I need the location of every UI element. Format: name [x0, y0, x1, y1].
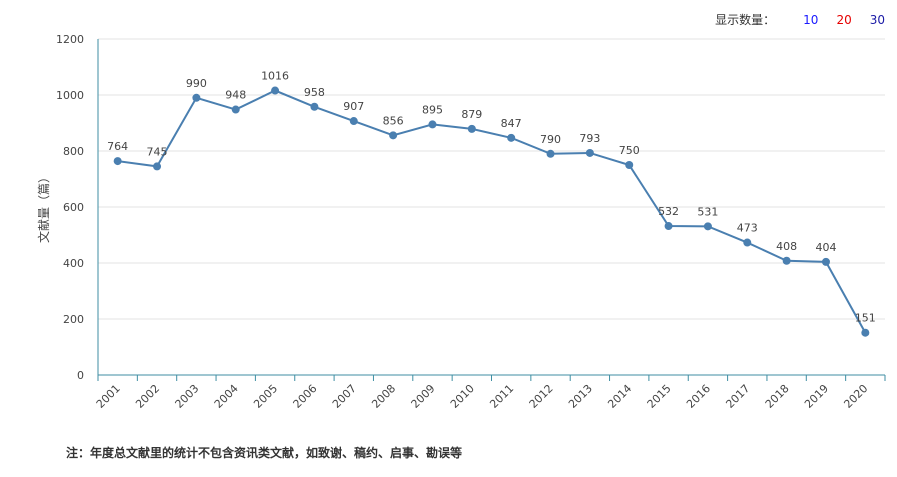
x-tick-label: 2017 — [723, 382, 752, 411]
data-point — [113, 157, 122, 166]
data-label: 790 — [540, 133, 561, 146]
x-tick-label: 2004 — [212, 382, 241, 411]
series-line-path — [117, 89, 867, 334]
data-point — [389, 131, 398, 140]
data-label: 473 — [737, 222, 758, 235]
data-label: 764 — [107, 140, 128, 153]
data-point — [507, 133, 516, 142]
x-tick-label: 2006 — [291, 382, 320, 411]
x-tick-label: 2011 — [487, 382, 516, 411]
data-point — [192, 93, 201, 102]
data-label: 907 — [343, 100, 364, 113]
data-label: 895 — [422, 103, 443, 116]
data-point — [585, 148, 594, 157]
y-tick-label: 200 — [63, 313, 84, 326]
y-axis-label: 文献量（篇） — [36, 171, 51, 243]
data-point — [743, 238, 752, 247]
data-label: 793 — [579, 132, 600, 145]
data-label: 408 — [776, 240, 797, 253]
data-point — [310, 102, 319, 111]
data-label: 990 — [186, 77, 207, 90]
data-point — [664, 222, 673, 231]
x-tick-label: 2020 — [841, 382, 870, 411]
x-tick-label: 2010 — [448, 382, 477, 411]
data-point — [231, 105, 240, 114]
display-count-option-20[interactable]: 20 — [836, 12, 852, 27]
display-count-option-30[interactable]: 30 — [869, 12, 885, 27]
data-point — [467, 124, 476, 133]
y-tick-labels: 0 200 400 600 800 1000 1200 — [56, 33, 84, 382]
data-label: 948 — [225, 89, 246, 102]
x-tick-label: 2014 — [605, 382, 634, 411]
data-label: 404 — [815, 241, 836, 254]
series-line — [117, 89, 867, 334]
display-count-label: 显示数量： — [715, 13, 776, 27]
x-tick-label: 2007 — [330, 382, 359, 411]
footnote: 注：年度总文献里的统计不包含资讯类文献，如致谢、稿约、启事、勘误等 — [66, 446, 463, 460]
y-tick-label: 1200 — [56, 33, 84, 46]
x-tick-label: 2003 — [173, 382, 202, 411]
data-point — [861, 328, 870, 337]
x-tick-label: 2008 — [369, 382, 398, 411]
data-label: 1016 — [261, 70, 289, 83]
data-label: 847 — [501, 117, 522, 130]
data-point — [546, 149, 555, 158]
data-label: 151 — [855, 312, 876, 325]
data-label: 531 — [697, 205, 718, 218]
data-labels: 764 745 990 948 1016 958 907 856 895 879 847 790 793… — [107, 70, 876, 325]
data-point — [349, 117, 358, 126]
x-tick-label: 2016 — [684, 382, 713, 411]
x-tick-labels: 2001 2002 2003 2004 2005 2006 2007 2008 2009 2010… — [94, 382, 871, 411]
y-tick-label: 600 — [63, 201, 84, 214]
y-tick-label: 1000 — [56, 89, 84, 102]
x-tick-label: 2002 — [133, 382, 162, 411]
x-tick-label: 2019 — [802, 382, 831, 411]
x-tick-label: 2013 — [566, 382, 595, 411]
data-point — [271, 86, 280, 95]
data-point — [703, 222, 712, 231]
data-label: 958 — [304, 86, 325, 99]
x-tick-label: 2018 — [763, 382, 792, 411]
x-tick-label: 2012 — [527, 382, 556, 411]
display-count-selector: 显示数量： 10 20 30 — [715, 11, 885, 28]
data-points — [113, 86, 870, 337]
y-tick-label: 800 — [63, 145, 84, 158]
data-point — [625, 161, 634, 169]
data-point — [428, 120, 437, 129]
data-label: 745 — [147, 145, 168, 158]
data-label: 750 — [619, 144, 640, 157]
axes — [97, 39, 886, 381]
x-tick-label: 2015 — [645, 382, 674, 411]
grid-lines — [98, 38, 885, 320]
data-point — [153, 162, 162, 171]
x-tick-label: 2001 — [94, 382, 123, 411]
x-tick-label: 2005 — [251, 382, 280, 411]
x-tick-label: 2009 — [409, 382, 438, 411]
data-label: 856 — [383, 114, 404, 127]
data-label: 879 — [461, 108, 482, 121]
y-tick-label: 0 — [77, 369, 84, 382]
data-point — [821, 257, 830, 266]
display-count-option-10[interactable]: 10 — [803, 12, 819, 27]
y-tick-label: 400 — [63, 257, 84, 270]
data-point — [782, 256, 791, 265]
data-label: 532 — [658, 205, 679, 218]
